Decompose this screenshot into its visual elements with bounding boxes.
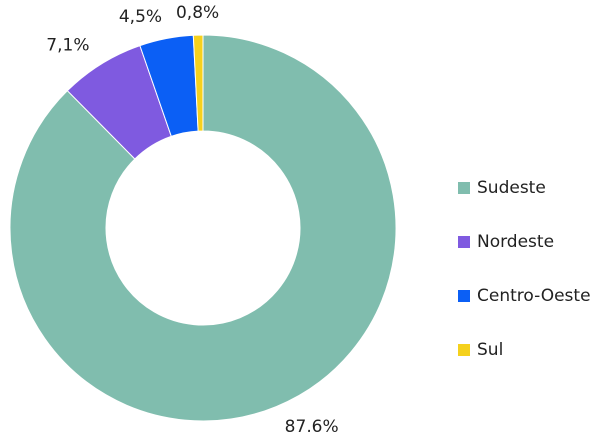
data-label: 0,8% <box>176 3 219 23</box>
legend-swatch <box>458 182 470 194</box>
legend-label: Centro-Oeste <box>477 286 591 306</box>
legend-label: Sudeste <box>477 178 546 198</box>
legend-swatch <box>458 290 470 302</box>
data-label: 87,6% <box>285 417 339 432</box>
data-label: 4,5% <box>119 7 162 27</box>
legend-swatch <box>458 344 470 356</box>
donut-slice <box>192 34 204 132</box>
legend-label: Sul <box>477 340 503 360</box>
legend-label: Nordeste <box>477 232 554 252</box>
legend-swatch <box>458 236 470 248</box>
data-label: 7,1% <box>46 35 89 55</box>
donut-slice <box>9 34 397 422</box>
